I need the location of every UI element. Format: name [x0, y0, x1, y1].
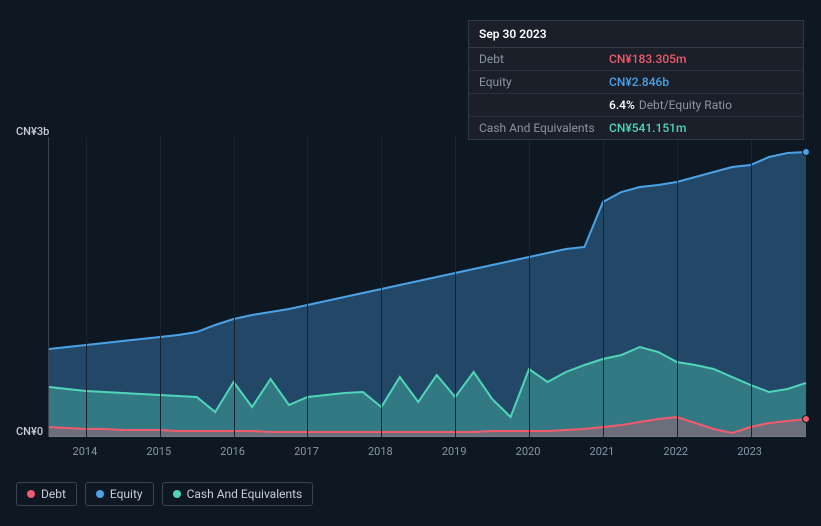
- chart-gridline: [86, 137, 87, 437]
- tooltip-row-value: CN¥2.846b: [609, 75, 669, 89]
- chart-gridline: [529, 137, 530, 437]
- tooltip-ratio-suffix: Debt/Equity Ratio: [639, 98, 732, 112]
- tooltip-row-value: 6.4%Debt/Equity Ratio: [609, 98, 732, 112]
- tooltip-row-label: [479, 98, 609, 112]
- legend-label: Debt: [41, 487, 66, 501]
- legend-item-equity[interactable]: Equity: [85, 482, 154, 506]
- chart-gridline: [677, 137, 678, 437]
- y-axis-max-label: CN¥3b: [16, 125, 49, 138]
- chart-gridline: [381, 137, 382, 437]
- tooltip-date: Sep 30 2023: [469, 21, 803, 48]
- chart-svg: [49, 137, 806, 437]
- x-axis-tick-label: 2020: [516, 445, 541, 458]
- x-axis-tick-label: 2021: [590, 445, 615, 458]
- tooltip-row-value: CN¥541.151m: [609, 121, 686, 135]
- chart-gridline: [455, 137, 456, 437]
- tooltip-row-label: Equity: [479, 75, 609, 89]
- chart-plot-area[interactable]: [48, 137, 805, 437]
- chart-end-marker: [802, 415, 810, 423]
- legend-item-cash[interactable]: Cash And Equivalents: [162, 482, 314, 506]
- tooltip-row-value: CN¥183.305m: [609, 52, 686, 66]
- x-axis-tick-label: 2016: [220, 445, 245, 458]
- chart-tooltip: Sep 30 2023 DebtCN¥183.305mEquityCN¥2.84…: [468, 20, 804, 140]
- x-axis-tick-label: 2019: [442, 445, 467, 458]
- tooltip-row: Cash And EquivalentsCN¥541.151m: [469, 117, 803, 139]
- tooltip-row: DebtCN¥183.305m: [469, 48, 803, 71]
- x-axis-tick-label: 2018: [368, 445, 393, 458]
- x-axis-tick-label: 2014: [73, 445, 98, 458]
- legend-swatch: [173, 490, 181, 498]
- chart-end-marker: [802, 148, 810, 156]
- legend-label: Equity: [110, 487, 143, 501]
- x-axis-tick-label: 2015: [146, 445, 171, 458]
- debt-equity-chart: CN¥3b CN¥0 20142015201620172018201920202…: [16, 125, 805, 465]
- legend-label: Cash And Equivalents: [187, 487, 303, 501]
- chart-gridline: [603, 137, 604, 437]
- legend-item-debt[interactable]: Debt: [16, 482, 77, 506]
- tooltip-row-label: Cash And Equivalents: [479, 121, 609, 135]
- tooltip-row: 6.4%Debt/Equity Ratio: [469, 94, 803, 117]
- tooltip-row-label: Debt: [479, 52, 609, 66]
- chart-gridline: [234, 137, 235, 437]
- x-axis-ticks: 2014 2015 2016 2017 2018 2019 2020 2021 2022 2023: [48, 445, 805, 461]
- chart-gridline: [307, 137, 308, 437]
- chart-gridline: [160, 137, 161, 437]
- tooltip-row: EquityCN¥2.846b: [469, 71, 803, 94]
- legend-swatch: [96, 490, 104, 498]
- legend-swatch: [27, 490, 35, 498]
- y-axis-min-label: CN¥0: [16, 425, 43, 438]
- x-axis-tick-label: 2023: [737, 445, 762, 458]
- chart-gridline: [751, 137, 752, 437]
- chart-legend: Debt Equity Cash And Equivalents: [16, 482, 313, 506]
- x-axis-tick-label: 2017: [294, 445, 319, 458]
- x-axis-tick-label: 2022: [663, 445, 688, 458]
